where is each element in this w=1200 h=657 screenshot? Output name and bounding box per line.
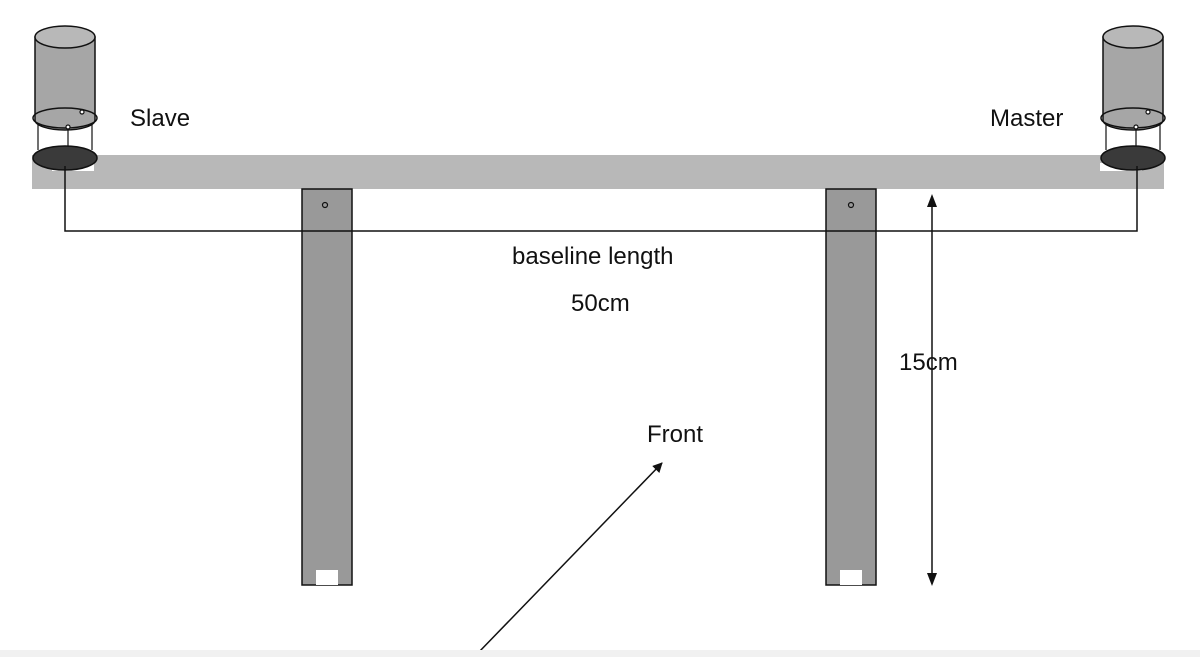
master-camera: [1100, 25, 1166, 171]
left-leg: [301, 188, 353, 586]
height-dimension-arrow: [927, 194, 937, 586]
front-direction-arrow: [477, 462, 663, 654]
right-leg: [825, 188, 877, 586]
bottom-strip: [0, 650, 1200, 657]
slave-camera: [32, 25, 98, 171]
baseline-length-label: baseline length: [512, 243, 673, 270]
height-value-label: 15cm: [899, 349, 958, 376]
baseline-dimension-line: [64, 166, 1138, 232]
baseline-value-label: 50cm: [571, 290, 630, 317]
horizontal-bar: [32, 155, 1164, 189]
front-label: Front: [647, 421, 703, 448]
master-label: Master: [990, 105, 1063, 132]
slave-label: Slave: [130, 105, 190, 132]
